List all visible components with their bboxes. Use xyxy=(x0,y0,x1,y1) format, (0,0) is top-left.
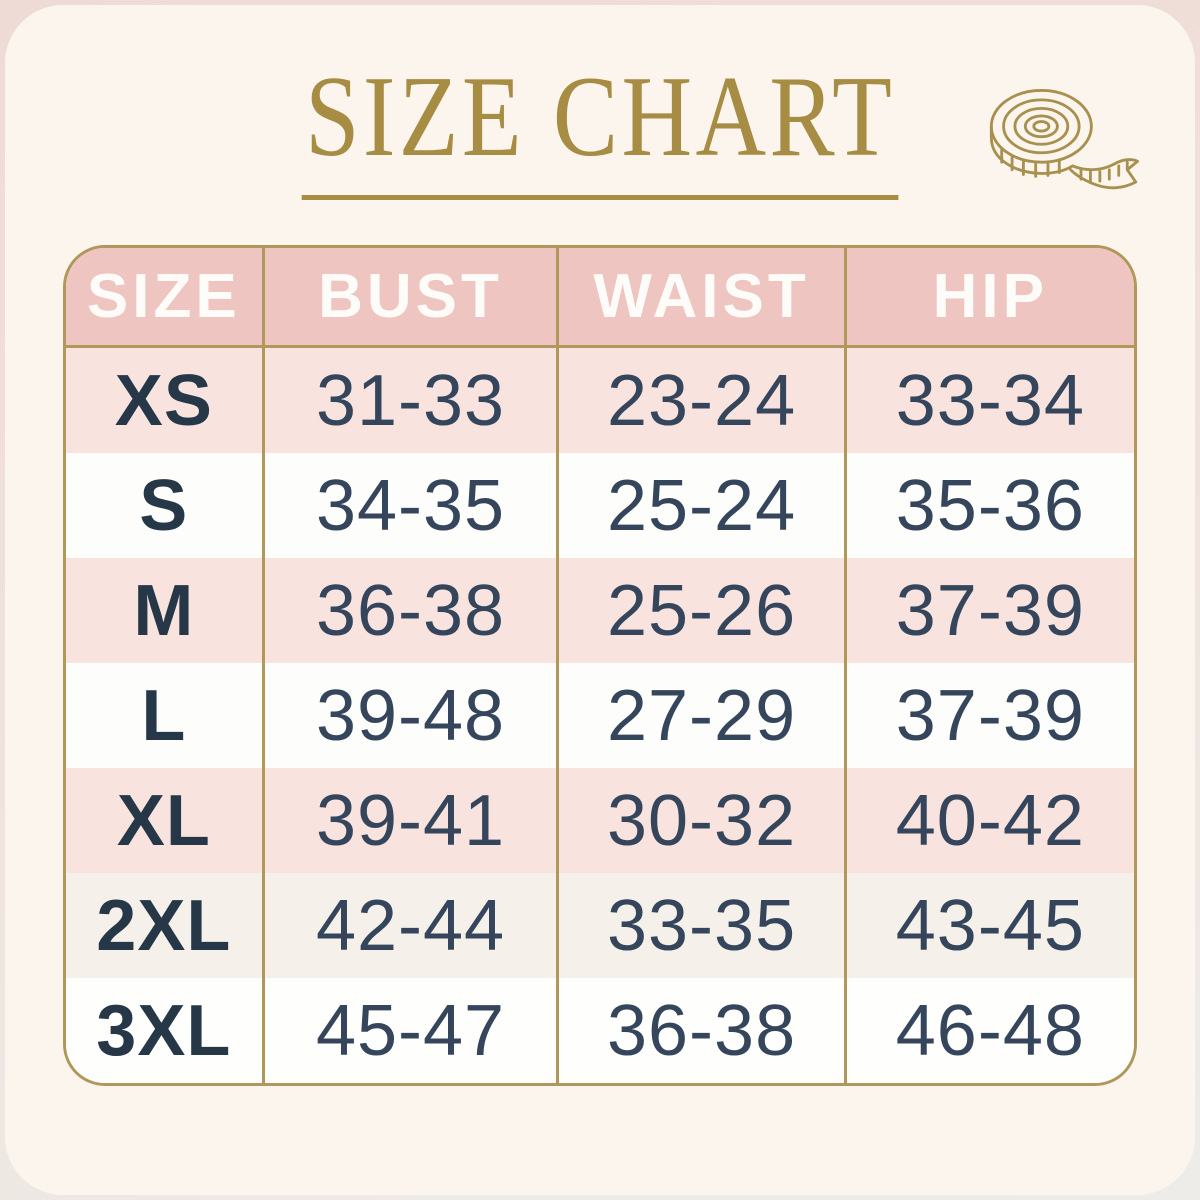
bust-value-m: 36-38 xyxy=(264,558,560,663)
page-title: SIZE CHART xyxy=(301,51,899,200)
size-label-m: M xyxy=(66,558,265,663)
waist-value-m: 25-26 xyxy=(559,558,847,663)
hip-value-xl: 40-42 xyxy=(846,768,1134,873)
bust-value-xl: 39-41 xyxy=(264,768,560,873)
size-label-xl: XL xyxy=(66,768,265,873)
waist-value-l: 27-29 xyxy=(559,663,847,768)
title-block: SIZE CHART xyxy=(5,51,1195,200)
size-label-s: S xyxy=(66,453,265,558)
waist-value-xl: 30-32 xyxy=(559,768,847,873)
column-header-waist: WAIST xyxy=(559,248,847,348)
bust-value-3xl: 45-47 xyxy=(264,978,560,1083)
hip-value-2xl: 43-45 xyxy=(846,873,1134,978)
size-label-xs: XS xyxy=(66,348,265,453)
bust-value-2xl: 42-44 xyxy=(264,873,560,978)
waist-value-3xl: 36-38 xyxy=(559,978,847,1083)
hip-value-m: 37-39 xyxy=(846,558,1134,663)
size-label-3xl: 3XL xyxy=(66,978,265,1083)
bust-value-s: 34-35 xyxy=(264,453,560,558)
waist-value-s: 25-24 xyxy=(559,453,847,558)
hip-value-3xl: 46-48 xyxy=(846,978,1134,1083)
hip-value-xs: 33-34 xyxy=(846,348,1134,453)
column-header-bust: BUST xyxy=(264,248,560,348)
hip-value-s: 35-36 xyxy=(846,453,1134,558)
size-label-l: L xyxy=(66,663,265,768)
waist-value-2xl: 33-35 xyxy=(559,873,847,978)
measuring-tape-icon xyxy=(989,89,1140,190)
bust-value-l: 39-48 xyxy=(264,663,560,768)
column-header-hip: HIP xyxy=(846,248,1134,348)
hip-value-l: 37-39 xyxy=(846,663,1134,768)
size-chart-card: SIZE CHART SIZE BUST WAIST xyxy=(5,5,1195,1195)
size-label-2xl: 2XL xyxy=(66,873,265,978)
waist-value-xs: 23-24 xyxy=(559,348,847,453)
size-table: SIZE BUST WAIST HIP XS 31-33 23-24 33-34… xyxy=(63,245,1137,1086)
column-header-size: SIZE xyxy=(66,248,265,348)
bust-value-xs: 31-33 xyxy=(264,348,560,453)
